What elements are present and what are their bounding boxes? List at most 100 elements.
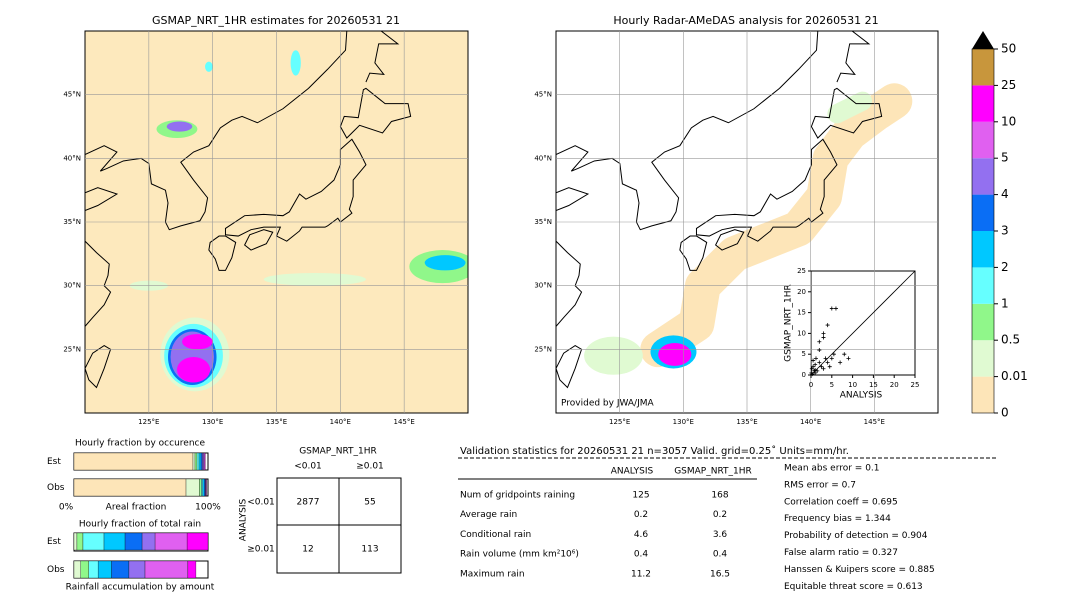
scatter-point xyxy=(846,356,851,361)
fraction-segment xyxy=(194,452,198,471)
colorbar-segment xyxy=(972,194,994,231)
panel-footer: Rainfall accumulation by amount xyxy=(66,583,215,593)
row-label: Est xyxy=(47,537,61,547)
scatter-point xyxy=(842,352,847,357)
lon-tick-label: 130°E xyxy=(673,418,694,426)
colorbar-label: 2 xyxy=(1001,260,1009,274)
colorbar-label: 10 xyxy=(1001,114,1016,128)
fraction-segment xyxy=(88,560,99,579)
colorbar-extension xyxy=(972,31,994,49)
scatter-point xyxy=(813,356,818,361)
colorbar-label: 25 xyxy=(1001,78,1016,92)
table-cell: 113 xyxy=(361,545,378,555)
map-left xyxy=(85,31,469,391)
x-tick-label: 25 xyxy=(911,381,920,389)
scatter-point xyxy=(827,364,832,369)
y-axis-label: GSMAP_NRT_1HR xyxy=(784,284,794,362)
fraction-segment xyxy=(186,532,209,551)
lon-tick-label: 135°E xyxy=(266,418,287,426)
scatter-point xyxy=(811,364,816,369)
fraction-segment xyxy=(199,478,202,497)
scatter-point xyxy=(821,366,826,371)
fraction-segment xyxy=(205,478,207,497)
lat-tick-label: 30°N xyxy=(63,282,81,290)
fraction-segment xyxy=(204,452,206,471)
y-tick-label: 25 xyxy=(797,267,806,275)
stat-value: 168 xyxy=(711,491,728,501)
colorbar-label: 50 xyxy=(1001,42,1016,56)
colorbar-segment xyxy=(972,158,994,195)
lat-tick-label: 35°N xyxy=(63,218,81,226)
fraction-segment xyxy=(80,560,89,579)
stat-value: 0.2 xyxy=(634,510,648,520)
lat-tick-label: 40°N xyxy=(63,154,81,162)
stat-label: Average rain xyxy=(460,510,517,520)
fraction-segment xyxy=(198,452,202,471)
fraction-segment xyxy=(97,560,112,579)
scatter-point xyxy=(829,306,834,311)
table-cell: 12 xyxy=(302,545,313,555)
panel-title: Hourly fraction by occurence xyxy=(75,439,205,449)
diagonal xyxy=(810,270,916,376)
scatter-point xyxy=(813,362,818,367)
colorbar-segment xyxy=(972,49,994,86)
x-tick-label: 20 xyxy=(890,381,899,389)
lon-tick-label: 125°E xyxy=(138,418,159,426)
scatter-point xyxy=(823,356,828,361)
stat-label: Rain volume (mm km²10⁶) xyxy=(460,550,579,560)
stat-label: Maximum rain xyxy=(460,569,525,579)
score: Equitable threat score = 0.613 xyxy=(784,582,923,592)
stat-label: Num of gridpoints raining xyxy=(460,491,575,501)
lat-tick-label: 45°N xyxy=(534,91,552,99)
fraction-segment xyxy=(73,478,187,497)
fraction-segment xyxy=(124,532,143,551)
x-tick-label: 15 xyxy=(869,381,878,389)
x-axis-label: ANALYSIS xyxy=(840,391,883,401)
column-label: ANALYSIS xyxy=(611,467,654,477)
fraction-segment xyxy=(202,478,205,497)
scatter-point xyxy=(809,366,814,371)
score: RMS error = 0.7 xyxy=(784,480,856,490)
fraction-segment xyxy=(73,452,194,471)
colorbar-segment xyxy=(972,376,994,413)
score: Correlation coeff = 0.695 xyxy=(784,497,898,507)
row-label: Obs xyxy=(47,565,65,575)
fraction-segment xyxy=(76,532,84,551)
stat-value: 11.2 xyxy=(631,569,651,579)
y-tick-label: 15 xyxy=(797,309,806,317)
panel-title: Hourly fraction of total rain xyxy=(79,520,201,530)
colorbar-segment xyxy=(972,231,994,268)
scatter-point xyxy=(811,358,816,363)
scatter-point xyxy=(829,356,834,361)
row-label: ≥0.01 xyxy=(247,545,275,555)
fraction-segment xyxy=(202,452,204,471)
stat-value: 3.6 xyxy=(713,530,728,540)
fraction-segment xyxy=(73,560,81,579)
row-label: <0.01 xyxy=(247,498,275,508)
fraction-segment xyxy=(185,478,200,497)
colorbar-label: 5 xyxy=(1001,151,1009,165)
lon-tick-label: 145°E xyxy=(864,418,885,426)
fraction-segment xyxy=(192,452,196,471)
map-title: Hourly Radar-AMeDAS analysis for 2026053… xyxy=(613,14,878,27)
stats-title: Validation statistics for 20260531 21 n=… xyxy=(460,445,849,457)
row-label: Est xyxy=(47,457,61,467)
lon-tick-label: 140°E xyxy=(800,418,821,426)
fraction-segment xyxy=(73,532,78,551)
y-tick-label: 0 xyxy=(802,371,806,379)
scatter-point xyxy=(817,360,822,365)
fraction-segment xyxy=(154,532,188,551)
lat-tick-label: 45°N xyxy=(63,91,81,99)
colorbar-segment xyxy=(972,340,994,377)
scatter-point xyxy=(821,335,826,340)
lat-tick-label: 25°N xyxy=(534,345,552,353)
axis-label: Areal fraction xyxy=(106,503,167,513)
stat-value: 0.2 xyxy=(713,510,727,520)
scatter-point xyxy=(819,364,824,369)
colorbar-segment xyxy=(972,303,994,341)
fraction-segment xyxy=(196,452,200,471)
lat-tick-label: 25°N xyxy=(63,345,81,353)
y-tick-label: 5 xyxy=(802,350,806,358)
scatter-point xyxy=(825,323,830,328)
